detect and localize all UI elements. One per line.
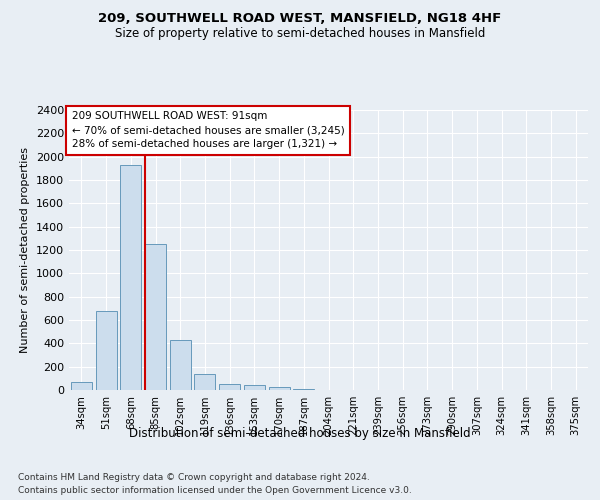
Text: Contains public sector information licensed under the Open Government Licence v3: Contains public sector information licen… <box>18 486 412 495</box>
Bar <box>170 340 191 390</box>
Bar <box>269 387 290 390</box>
Bar <box>145 244 166 390</box>
Text: 209, SOUTHWELL ROAD WEST, MANSFIELD, NG18 4HF: 209, SOUTHWELL ROAD WEST, MANSFIELD, NG1… <box>98 12 502 26</box>
Bar <box>194 374 215 390</box>
Bar <box>244 386 265 390</box>
Text: Distribution of semi-detached houses by size in Mansfield: Distribution of semi-detached houses by … <box>129 428 471 440</box>
Bar <box>71 382 92 390</box>
Text: 209 SOUTHWELL ROAD WEST: 91sqm
← 70% of semi-detached houses are smaller (3,245): 209 SOUTHWELL ROAD WEST: 91sqm ← 70% of … <box>71 112 344 150</box>
Bar <box>120 165 141 390</box>
Text: Size of property relative to semi-detached houses in Mansfield: Size of property relative to semi-detach… <box>115 28 485 40</box>
Bar <box>95 310 116 390</box>
Y-axis label: Number of semi-detached properties: Number of semi-detached properties <box>20 147 31 353</box>
Bar <box>293 389 314 390</box>
Text: Contains HM Land Registry data © Crown copyright and database right 2024.: Contains HM Land Registry data © Crown c… <box>18 472 370 482</box>
Bar <box>219 384 240 390</box>
